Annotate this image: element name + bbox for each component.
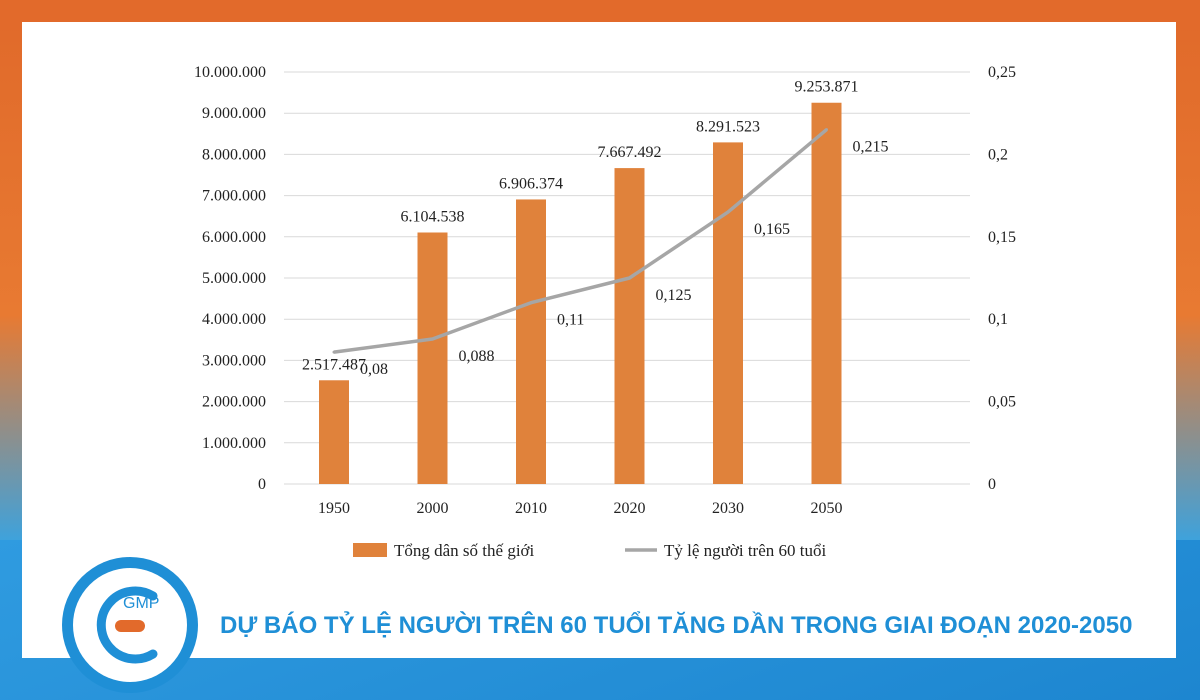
- line-point: [825, 128, 828, 132]
- right-axis-tick-label: 0,25: [988, 64, 1016, 81]
- right-axis-tick-label: 0,05: [988, 394, 1016, 411]
- line-point: [628, 276, 631, 280]
- left-axis-tick-label: 10.000.000: [194, 64, 266, 81]
- bar: [614, 168, 645, 484]
- line-value-label: 0,088: [459, 348, 495, 365]
- x-axis-tick-label: 2020: [614, 500, 646, 517]
- left-axis-tick-label: 9.000.000: [202, 105, 266, 122]
- bar-value-label: 2.517.487: [302, 356, 366, 373]
- line-point: [332, 350, 336, 354]
- line-value-label: 0,215: [853, 139, 889, 156]
- logo-mark-icon: GMP: [96, 586, 159, 664]
- legend-bar-swatch: [353, 543, 387, 557]
- bar-value-label: 8.291.523: [696, 118, 760, 135]
- series-line: [333, 128, 828, 354]
- line-value-label: 0,165: [754, 221, 790, 238]
- bar: [319, 380, 349, 484]
- line-value-label: 0,08: [360, 361, 388, 378]
- right-axis-tick-label: 0,15: [988, 229, 1016, 246]
- left-axis-tick-label: 2.000.000: [202, 394, 266, 411]
- right-axis-tick-label: 0,1: [988, 311, 1008, 328]
- bar-value-label: 9.253.871: [795, 79, 859, 96]
- x-axis-tick-label: 2010: [515, 500, 547, 517]
- line-value-label: 0,125: [656, 287, 692, 304]
- logo-inner-circle: GMP: [73, 568, 187, 682]
- bar-value-label: 7.667.492: [598, 144, 662, 161]
- x-axis-tick-label: 2030: [712, 500, 744, 517]
- line-point: [529, 301, 533, 305]
- banner-title: DỰ BÁO TỶ LỆ NGƯỜI TRÊN 60 TUỔI TĂNG DẦN…: [220, 612, 1133, 639]
- line-point: [726, 210, 730, 214]
- line-point: [431, 337, 434, 341]
- left-axis-tick-label: 6.000.000: [202, 229, 266, 246]
- left-axis-tick-label: 7.000.000: [202, 188, 266, 205]
- left-axis-tick-label: 1.000.000: [202, 435, 266, 452]
- x-axis-tick-label: 2000: [417, 500, 449, 517]
- legend-label-population: Tổng dân số thế giới: [394, 541, 535, 560]
- right-axis-tick-label: 0: [988, 476, 996, 493]
- bar: [713, 142, 743, 484]
- legend-label-ratio: Tỷ lệ người trên 60 tuổi: [664, 541, 826, 560]
- chart-panel: 0 1.000.000 2.000.000 3.000.000 4.000.000 5.0…: [22, 22, 1176, 658]
- left-axis-tick-label: 3.000.000: [202, 352, 266, 369]
- gmp-logo-icon: GMP: [62, 557, 198, 693]
- bar: [516, 199, 546, 484]
- bar: [811, 102, 842, 485]
- line-value-label: 0,11: [557, 312, 584, 329]
- bar-value-label: 6.104.538: [401, 208, 465, 225]
- x-axis-tick-label: 1950: [318, 500, 350, 517]
- left-axis-tick-label: 4.000.000: [202, 311, 266, 328]
- logo-text: GMP: [123, 595, 159, 612]
- left-axis-tick-label: 5.000.000: [202, 270, 266, 287]
- bar-value-label: 6.906.374: [499, 175, 563, 192]
- left-axis-tick-label: 0: [258, 476, 266, 493]
- bar: [417, 232, 448, 484]
- left-axis-tick-label: 8.000.000: [202, 146, 266, 163]
- combo-chart: 0 1.000.000 2.000.000 3.000.000 4.000.000 5.0…: [194, 64, 1016, 560]
- right-axis-tick-label: 0,2: [988, 146, 1008, 163]
- x-axis-tick-label: 2050: [811, 500, 843, 517]
